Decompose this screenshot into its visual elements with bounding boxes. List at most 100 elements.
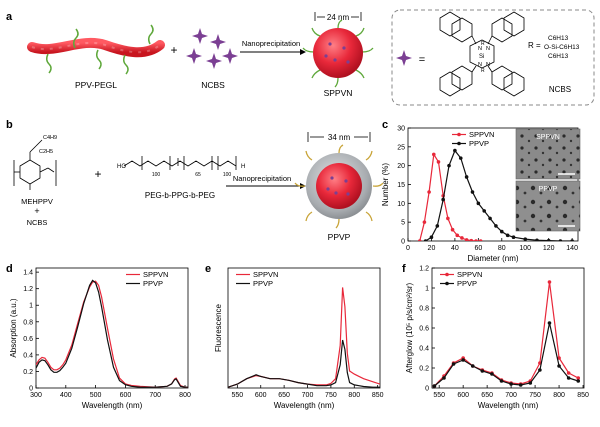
chart-c-series-ppvp-point bbox=[423, 239, 428, 241]
chart-f-series-ppvp-point bbox=[538, 368, 542, 372]
plus-sign-b: + bbox=[94, 167, 101, 181]
nanoprecipitation-label-a: Nanoprecipitation bbox=[242, 39, 300, 48]
chart-f-xtick-label: 700 bbox=[505, 392, 517, 399]
chart-c-series-ppvp-point bbox=[535, 238, 539, 241]
chart-d-ytick-label: 1.2 bbox=[23, 286, 33, 293]
chart-c-series-ppvp-point bbox=[558, 239, 563, 241]
legend-label-f-sppvn: SPPVN bbox=[457, 270, 482, 279]
chart-d-ytick-label: 0.6 bbox=[23, 336, 33, 343]
peg-h-label: H bbox=[241, 164, 245, 170]
chart-d-ytick-label: 0 bbox=[29, 386, 33, 393]
chart-d-xtick-label: 600 bbox=[120, 392, 132, 399]
chart-c-series-ppvp-point bbox=[546, 238, 551, 241]
chart-d-xlabel: Wavelength (nm) bbox=[82, 401, 143, 410]
peg-ppg-peg-label: PEG-b-PPG-b-PEG bbox=[145, 191, 215, 200]
chart-f-ytick-label: 0.6 bbox=[419, 326, 429, 333]
ncbs-atom-n1: N bbox=[478, 46, 482, 52]
chart-f-series-ppvp-point bbox=[480, 369, 485, 373]
chart-f-series-sppvn-point bbox=[547, 280, 552, 284]
panel-a: a PPV-PEGL + NCBS Nanoprecipitation bbox=[6, 9, 595, 106]
chart-f-series-ppvp-point bbox=[432, 384, 437, 388]
chart-c-series-sppvn-point bbox=[460, 236, 464, 240]
chart-f-series-ppvp-point bbox=[547, 321, 552, 325]
chart-f-ytick-label: 1.2 bbox=[419, 266, 429, 273]
size-bracket-b bbox=[307, 132, 371, 142]
legend-label-d-sppvn: SPPVN bbox=[143, 270, 168, 279]
peg-ppg-peg-structure-drawing bbox=[123, 156, 237, 170]
chart-c-series-ppvp-point bbox=[482, 209, 487, 213]
chart-f-xtick-label: 800 bbox=[553, 392, 565, 399]
chart-c-series-ppvp-point bbox=[453, 148, 457, 153]
chart-f-series-ppvp-point bbox=[461, 358, 465, 362]
panel-label-c: c bbox=[382, 119, 388, 131]
r-group-osi: O-Si-C6H13 bbox=[544, 44, 580, 51]
chart-f-ytick-label: 0.2 bbox=[419, 366, 429, 373]
r-group-label: R = bbox=[528, 41, 541, 50]
r-group-c6h13-bottom: C6H13 bbox=[548, 53, 569, 60]
panel-label-f: f bbox=[402, 263, 406, 275]
chart-e-series-ppvp-line bbox=[228, 339, 380, 388]
chart-c-series-ppvp-point bbox=[494, 224, 498, 228]
chart-c-series-ppvp-point bbox=[447, 163, 451, 168]
ncbs-structure-drawing bbox=[439, 11, 525, 97]
chart-d-ylabel: Absorption (a.u.) bbox=[9, 298, 18, 357]
chart-f-series-ppvp-point bbox=[442, 376, 446, 380]
chart-f-ytick-label: 0.4 bbox=[419, 346, 429, 353]
peg-subscript-1: 100 bbox=[152, 172, 161, 178]
chart-c-series-ppvp-point bbox=[458, 156, 463, 160]
chart-d-ytick-label: 0.8 bbox=[23, 319, 33, 326]
size-label-b: 34 nm bbox=[328, 133, 351, 142]
chart-c-series-sppvn-point bbox=[436, 160, 441, 164]
chart-c-series-ppvp-point bbox=[499, 229, 504, 234]
chart-f-series-ppvp-point bbox=[499, 379, 504, 383]
chart-d-series-ppvp-line bbox=[36, 279, 188, 388]
chart-f-series-ppvp-point bbox=[518, 383, 523, 387]
chart-c-series-ppvp-point bbox=[511, 235, 516, 240]
tem-inset-ppvp: PPVP bbox=[515, 180, 581, 232]
plus-under-mehppv: + bbox=[34, 206, 39, 216]
legend-label-f-ppvp: PPVP bbox=[457, 279, 477, 288]
legend-label-e-sppvn: SPPVN bbox=[253, 270, 278, 279]
chart-c-xtick-label: 140 bbox=[566, 245, 578, 252]
ncbs-stars-illustration bbox=[186, 28, 238, 69]
chart-c-xtick-label: 0 bbox=[406, 245, 410, 252]
equals-sign: = bbox=[419, 54, 425, 66]
peg-subscript-2: 100 bbox=[223, 172, 232, 178]
chart-f-xtick-label: 750 bbox=[529, 392, 541, 399]
chart-c-series-sppvn-line bbox=[419, 152, 481, 241]
ncbs-structure-name: NCBS bbox=[549, 85, 571, 94]
chart-e-xlabel: Wavelength (nm) bbox=[274, 401, 335, 410]
chart-c-series-ppvp-point bbox=[435, 224, 440, 228]
size-bracket-a bbox=[314, 12, 362, 21]
ncbs-atom-r-bottom: R bbox=[481, 68, 485, 74]
chart-c-ytick-label: 30 bbox=[397, 126, 405, 133]
tem-inset-ppvp-label: PPVP bbox=[539, 186, 558, 193]
chart-c-series-ppvp-point bbox=[476, 201, 481, 206]
chart-c-series-sppvn-point bbox=[422, 220, 427, 224]
chart-c-xlabel: Diameter (nm) bbox=[467, 254, 518, 263]
chart-d-xtick-label: 500 bbox=[90, 392, 102, 399]
chart-c-ytick-label: 25 bbox=[397, 144, 405, 151]
chart-c-series-ppvp-point bbox=[570, 239, 574, 241]
chart-d-xtick-label: 700 bbox=[149, 392, 161, 399]
chart-f-series-ppvp-point bbox=[509, 382, 513, 386]
chart-f-ylabel: Afterglow (10⁵ p/s/cm²/sr) bbox=[405, 282, 414, 373]
chart-c-series-sppvn-point bbox=[469, 238, 474, 241]
ncbs-label-b: NCBS bbox=[27, 218, 48, 227]
chart-f-series-ppvp-point bbox=[557, 364, 561, 368]
chart-c-ytick-label: 5 bbox=[401, 220, 405, 227]
chart-c-ytick-label: 15 bbox=[397, 182, 405, 189]
ncbs-legend-star-icon bbox=[396, 50, 412, 66]
chart-c-ylabel: Number (%) bbox=[381, 163, 390, 206]
chart-f-frame bbox=[431, 267, 585, 389]
chart-c-series-ppvp-point bbox=[488, 216, 492, 221]
chart-c-series-ppvp-point bbox=[441, 197, 445, 202]
chart-c-series-sppvn-point bbox=[427, 190, 431, 194]
mehppv-label: MEHPPV bbox=[21, 197, 53, 206]
chart-f-series-sppvn-point bbox=[566, 371, 571, 375]
chart-c-xtick-label: 40 bbox=[451, 245, 459, 252]
chart-c-series-ppvp-point bbox=[429, 235, 434, 240]
chart-c-ytick-label: 20 bbox=[397, 163, 405, 170]
chart-c-series-sppvn-point bbox=[455, 233, 460, 238]
panel-b: b C4H9 C2H5 MEHPPV + NCBS + HO bbox=[6, 119, 384, 242]
